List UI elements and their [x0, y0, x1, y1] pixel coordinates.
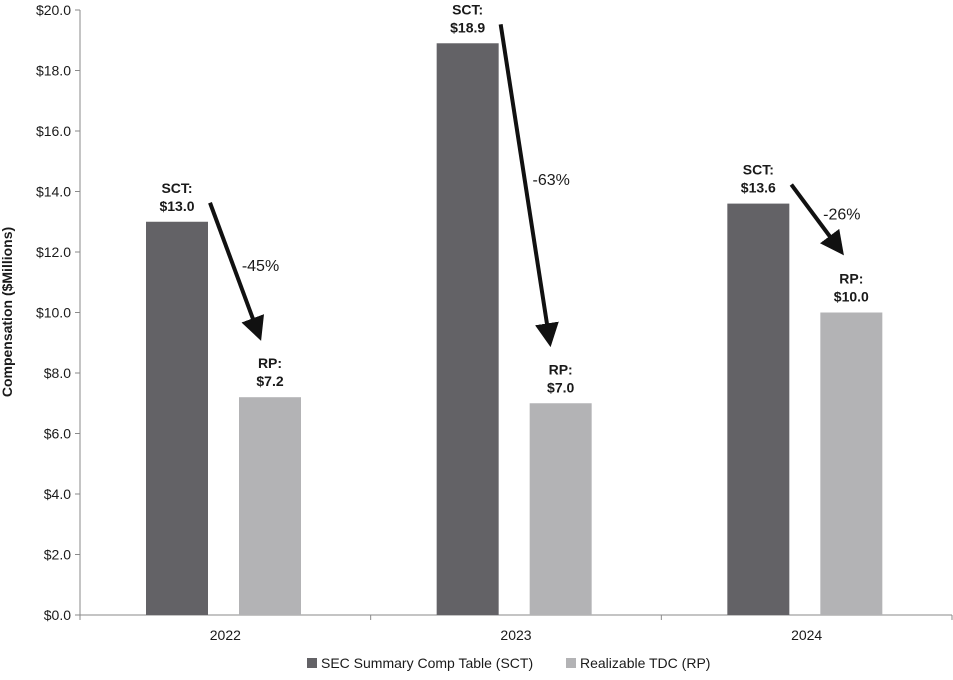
change-percent-label: -45%	[242, 258, 279, 275]
x-tick-label: 2022	[210, 627, 241, 643]
data-label-rp: RP:	[258, 355, 282, 371]
change-arrows: -45% -63% -26%	[208, 23, 861, 348]
y-tick-label: $8.0	[44, 365, 71, 381]
axes: $0.0 $2.0 $4.0 $6.0 $8.0 $10.0 $12.0 $14.0 $16.0…	[36, 2, 953, 643]
bars	[146, 43, 883, 615]
legend: SEC Summary Comp Table (SCT) Realizable …	[307, 655, 710, 671]
y-tick-label: $18.0	[36, 63, 71, 79]
data-label-sct-value: $13.6	[741, 180, 776, 196]
bar-sct-2024	[727, 203, 790, 615]
data-label-rp: RP:	[839, 271, 863, 287]
bar-rp-2024	[820, 312, 883, 615]
y-tick-label: $16.0	[36, 123, 71, 139]
change-percent-label: -63%	[532, 172, 569, 189]
legend-label-rp: Realizable TDC (RP)	[580, 655, 710, 671]
x-tick-label: 2023	[500, 627, 531, 643]
y-tick-label: $10.0	[36, 305, 71, 321]
y-tick-label: $20.0	[36, 2, 71, 18]
bar-rp-2022	[239, 397, 301, 615]
legend-swatch-rp	[566, 658, 576, 668]
data-label-rp-value: $7.0	[547, 379, 574, 395]
change-arrow	[498, 23, 559, 348]
data-labels: SCT: $13.0 RP: $7.2 SCT: $18.9 RP: $7.0 SCT: $13.…	[159, 1, 869, 395]
y-tick-label: $0.0	[44, 607, 71, 623]
y-tick-label: $2.0	[44, 547, 71, 563]
bar-sct-2022	[146, 221, 208, 615]
change-arrow	[208, 202, 265, 341]
legend-label-sct: SEC Summary Comp Table (SCT)	[321, 655, 533, 671]
change-percent-label: -26%	[823, 207, 860, 224]
data-label-rp: RP:	[549, 361, 573, 377]
data-label-rp-value: $7.2	[256, 373, 283, 389]
y-axis-label: Compensation ($Millions)	[0, 227, 15, 397]
data-label-sct-value: $13.0	[159, 198, 194, 214]
data-label-sct-value: $18.9	[450, 19, 485, 35]
bar-rp-2023	[529, 403, 592, 615]
change-arrow	[789, 183, 844, 256]
bar-sct-2023	[436, 43, 499, 615]
data-label-sct: SCT:	[743, 162, 774, 178]
data-label-rp-value: $10.0	[834, 289, 869, 305]
x-tick-label: 2024	[791, 627, 822, 643]
y-tick-label: $4.0	[44, 486, 71, 502]
data-label-sct: SCT:	[452, 1, 483, 17]
y-tick-label: $12.0	[36, 244, 71, 260]
y-tick-label: $14.0	[36, 184, 71, 200]
legend-swatch-sct	[307, 658, 317, 668]
data-label-sct: SCT:	[161, 180, 192, 196]
y-tick-label: $6.0	[44, 426, 71, 442]
